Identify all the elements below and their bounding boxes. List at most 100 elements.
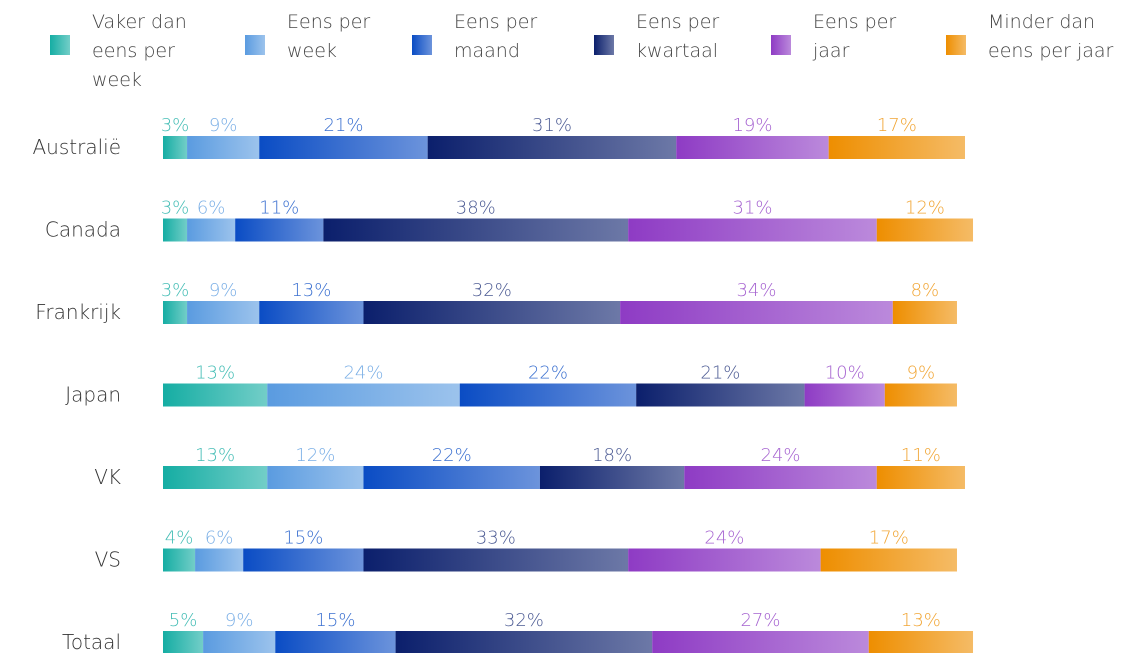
bar-segment	[163, 383, 268, 407]
bar-segment	[363, 548, 629, 572]
value-label: 3%	[161, 198, 190, 219]
value-label: 22%	[528, 363, 568, 384]
value-label: 19%	[732, 115, 772, 136]
bar-segment	[684, 466, 877, 489]
bar-segment	[876, 218, 974, 242]
bar-segment	[187, 301, 260, 324]
bar-segment	[163, 548, 196, 572]
category-label: Canada	[45, 218, 121, 242]
bar-segment	[868, 631, 974, 653]
bar-segment	[539, 466, 685, 489]
bar-segment	[187, 136, 260, 159]
value-label: 21%	[700, 363, 740, 384]
legend-label: Eens per maand	[454, 11, 538, 62]
bar-segment	[267, 466, 364, 489]
legend-label: Eens per jaar	[813, 11, 897, 62]
value-label: 24%	[704, 528, 744, 549]
bar-segment	[243, 548, 364, 572]
value-label: 5%	[169, 610, 198, 631]
value-label: 10%	[825, 363, 865, 384]
legend-swatch	[245, 35, 265, 55]
value-label: 6%	[205, 528, 234, 549]
value-label: 22%	[432, 445, 472, 466]
value-label: 12%	[295, 445, 335, 466]
value-label: 31%	[732, 198, 772, 219]
bar-segment	[163, 301, 188, 324]
category-label: VK	[94, 465, 121, 489]
bar-segment	[804, 383, 885, 407]
bar-segment	[820, 548, 957, 572]
value-label: 13%	[195, 363, 235, 384]
legend-label: Minder dan eens per jaar	[988, 11, 1114, 62]
bar-segment	[203, 631, 276, 653]
bar-segment	[195, 548, 244, 572]
value-label: 11%	[901, 445, 941, 466]
value-label: 3%	[161, 115, 190, 136]
value-label: 15%	[283, 528, 323, 549]
bar-segment	[676, 136, 829, 159]
bar-segment	[259, 136, 428, 159]
bar-segment	[884, 383, 957, 407]
legend-swatch	[412, 35, 432, 55]
value-label: 8%	[911, 280, 940, 301]
value-label: 9%	[225, 610, 254, 631]
bar-segment	[876, 466, 965, 489]
category-label: Japan	[65, 383, 121, 407]
bar-segment	[163, 136, 188, 159]
value-label: 13%	[195, 445, 235, 466]
legend-swatch	[771, 35, 791, 55]
value-label: 13%	[901, 610, 941, 631]
bar-segment	[620, 301, 893, 324]
value-label: 18%	[592, 445, 632, 466]
value-label: 17%	[877, 115, 917, 136]
bar-segment	[459, 383, 637, 407]
legend-label: Vaker dan eens per week	[92, 11, 187, 91]
legend-label: Eens per kwartaal	[636, 11, 720, 62]
bar-segment	[652, 631, 869, 653]
value-label: 12%	[905, 198, 945, 219]
value-label: 24%	[343, 363, 383, 384]
legend-label: Eens per week	[287, 11, 371, 62]
value-label: 3%	[161, 280, 190, 301]
bar-segment	[235, 218, 324, 242]
value-label: 21%	[323, 115, 363, 136]
bar-segment	[892, 301, 957, 324]
legend-swatch	[594, 35, 614, 55]
category-label: Totaal	[62, 630, 121, 653]
value-label: 4%	[165, 528, 194, 549]
legend-swatch	[946, 35, 966, 55]
value-label: 32%	[472, 280, 512, 301]
bar-segment	[427, 136, 677, 159]
bar-segment	[163, 466, 268, 489]
category-label: Frankrijk	[35, 300, 121, 324]
value-label: 11%	[259, 198, 299, 219]
bar-segment	[163, 218, 188, 242]
value-label: 38%	[456, 198, 496, 219]
bar-segment	[323, 218, 629, 242]
value-label: 34%	[736, 280, 776, 301]
bar-segment	[628, 548, 821, 572]
value-label: 24%	[761, 445, 801, 466]
value-label: 9%	[907, 363, 936, 384]
value-label: 9%	[209, 280, 238, 301]
bar-segment	[636, 383, 805, 407]
bar-segment	[267, 383, 460, 407]
category-label: VS	[95, 548, 121, 572]
bar-segment	[628, 218, 877, 242]
value-label: 33%	[476, 528, 516, 549]
value-label: 6%	[197, 198, 226, 219]
legend-swatch	[50, 35, 70, 55]
category-label: Australië	[32, 135, 121, 159]
bar-segment	[828, 136, 965, 159]
value-label: 15%	[315, 610, 355, 631]
bar-segment	[163, 631, 204, 653]
value-label: 17%	[869, 528, 909, 549]
bar-segment	[395, 631, 653, 653]
bar-segment	[363, 301, 621, 324]
value-label: 31%	[532, 115, 572, 136]
value-label: 32%	[504, 610, 544, 631]
value-label: 9%	[209, 115, 238, 136]
bar-segment	[363, 466, 540, 489]
